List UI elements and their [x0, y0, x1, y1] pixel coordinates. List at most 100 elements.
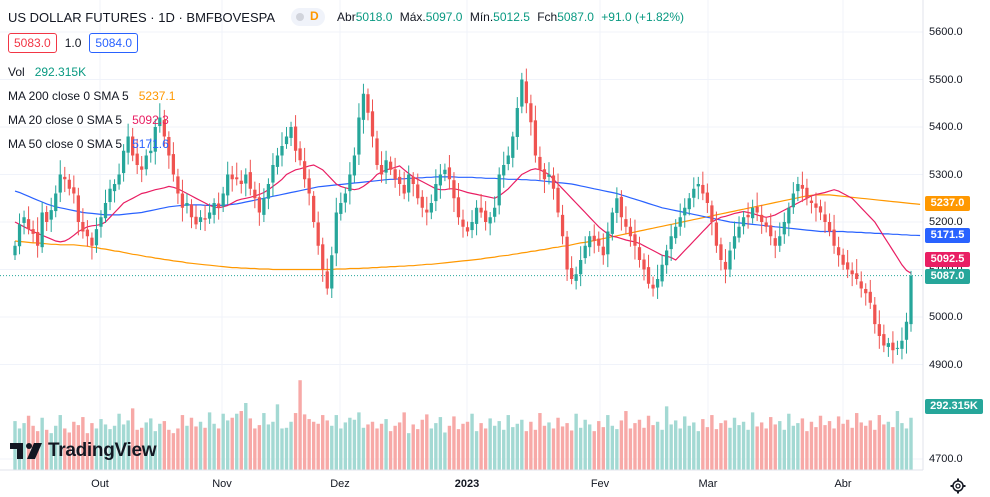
legend-ma50[interactable]: MA 50 close 0 SMA 5 5171.6: [8, 137, 169, 151]
volume-bar: [692, 422, 696, 470]
volume-bar: [782, 429, 786, 470]
volume-bar: [904, 428, 909, 470]
candle-body: [846, 262, 850, 270]
volume-bar: [54, 425, 58, 470]
volume-bar: [624, 411, 628, 470]
volume-bar: [755, 426, 759, 470]
volume-bar: [293, 413, 298, 470]
volume-bar: [696, 431, 701, 470]
market-status-badge[interactable]: D: [291, 8, 326, 26]
volume-bar: [791, 425, 796, 470]
spread-value: 1.0: [64, 36, 82, 50]
volume-bar: [542, 425, 547, 470]
candle-body: [750, 207, 755, 219]
candle-body: [710, 205, 714, 222]
legend-value: 292.315K: [34, 65, 87, 79]
volume-bar: [443, 432, 447, 470]
volume-bar: [121, 424, 126, 470]
volume-bar: [76, 425, 81, 470]
candle-body: [239, 180, 243, 184]
candle-body: [651, 284, 655, 289]
candle-body: [275, 155, 280, 167]
volume-bar: [266, 424, 271, 470]
candle-body: [538, 156, 542, 170]
legend-label: Vol: [8, 65, 25, 79]
volume-bar: [574, 413, 578, 470]
ma200-line: [14, 194, 921, 271]
volume-bar: [334, 415, 338, 470]
candle-body: [198, 217, 203, 222]
symbol-title[interactable]: US DOLLAR FUTURES · 1D · BMFBOVESPA: [8, 9, 276, 25]
candle-body: [542, 169, 547, 180]
candle-body: [76, 195, 80, 222]
volume-bar: [855, 413, 859, 470]
candle-body: [425, 209, 429, 213]
candle-body: [293, 126, 298, 151]
volume-bar: [800, 418, 805, 470]
volume-bar: [895, 411, 900, 470]
candle-body: [859, 281, 863, 289]
candle-body: [488, 217, 492, 224]
candle-body: [592, 235, 596, 241]
candle-body: [610, 212, 614, 234]
volume-bar: [302, 414, 307, 470]
candle-body: [112, 184, 117, 192]
volume-bar: [158, 423, 162, 470]
low-key: Mín.: [469, 10, 494, 24]
candle-body: [144, 155, 148, 170]
volume-bar: [85, 433, 90, 470]
tradingview-logo[interactable]: TradingView: [10, 440, 157, 462]
legend-ma20[interactable]: MA 20 close 0 SMA 5 5092.3: [8, 113, 169, 127]
sell-price-button[interactable]: 5083.0: [8, 33, 57, 53]
candle-body: [588, 236, 592, 248]
volume-bar: [511, 427, 515, 470]
volume-bar: [307, 419, 311, 470]
candle-body: [809, 200, 814, 203]
volume-bar: [664, 406, 669, 470]
volume-bar: [244, 403, 248, 470]
candle-body: [701, 184, 705, 194]
candle-body: [158, 117, 162, 127]
buy-price-button[interactable]: 5084.0: [89, 33, 139, 53]
volume-bar: [126, 420, 130, 470]
volume-bar: [140, 427, 144, 470]
volume-bar: [732, 417, 737, 470]
volume-bar: [348, 417, 352, 470]
candle-body: [121, 150, 126, 174]
volume-bar: [787, 413, 791, 470]
volume-bar: [628, 428, 633, 470]
delayed-badge-letter: D: [310, 9, 319, 23]
tradingview-logo-text: TradingView: [48, 440, 157, 461]
volume-bar: [728, 427, 732, 470]
candle-body: [674, 226, 678, 239]
candle-body: [416, 184, 420, 199]
volume-bar: [673, 420, 678, 470]
candle-body: [140, 166, 144, 170]
volume-bar: [194, 426, 198, 470]
candle-body: [26, 219, 31, 230]
volume-bar: [832, 428, 836, 470]
volume-bar: [560, 426, 565, 470]
volume-bar: [778, 421, 782, 470]
candle-body: [814, 203, 818, 208]
candle-body: [569, 268, 574, 279]
volume-bar: [714, 429, 719, 470]
status-dot-icon: [296, 13, 305, 21]
volume-bar: [719, 423, 723, 470]
volume-bar: [103, 424, 108, 470]
candle-body: [63, 176, 67, 180]
candle-body: [904, 321, 909, 340]
volume-bar: [633, 423, 637, 470]
volume-bar: [759, 422, 764, 470]
legend-volume[interactable]: Vol 292.315K: [8, 65, 86, 79]
volume-bar: [882, 424, 886, 470]
legend-ma200[interactable]: MA 200 close 0 SMA 5 5237.1: [8, 89, 175, 103]
candle-body: [366, 94, 370, 113]
volume-bar: [814, 427, 818, 470]
candle-body: [49, 210, 53, 220]
candle-body: [832, 229, 836, 246]
candle-body: [230, 174, 234, 180]
gear-icon[interactable]: [950, 478, 966, 494]
legend-label: MA 20 close 0 SMA 5: [8, 113, 123, 127]
